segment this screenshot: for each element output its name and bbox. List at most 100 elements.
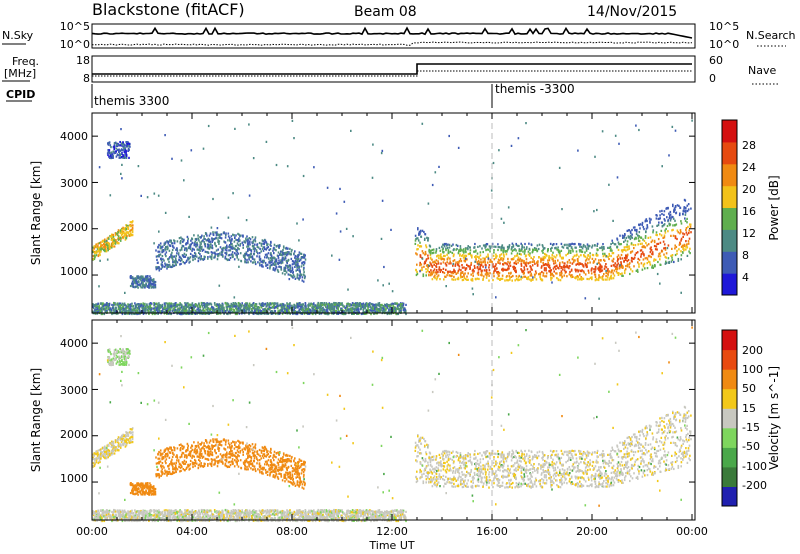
power-cell [246, 245, 248, 248]
power-cell [198, 303, 201, 307]
power-cell [135, 285, 137, 288]
power-cell [642, 238, 644, 241]
power-cell [668, 217, 671, 220]
power-cell [545, 269, 547, 272]
power-cell [516, 258, 519, 261]
power-cell [641, 242, 643, 245]
power-cell [132, 277, 135, 280]
power-cell [252, 302, 255, 305]
power-cell [267, 257, 270, 260]
power-cell [489, 272, 491, 275]
power-cell [256, 309, 259, 312]
power-cell [646, 262, 649, 265]
power-cell [141, 306, 143, 309]
power-cell [99, 246, 101, 249]
power-cell [287, 253, 289, 256]
power-cell [543, 267, 546, 270]
power-cell [332, 303, 334, 306]
power-cell [452, 272, 455, 275]
power-cell [219, 305, 222, 308]
power-cell [98, 252, 101, 255]
power-cell [112, 150, 115, 153]
power-cell [185, 306, 188, 309]
power-cell [240, 308, 242, 312]
power-cell [101, 312, 103, 316]
power-cell [206, 302, 208, 305]
power-cell [680, 245, 683, 248]
power-cell [237, 232, 239, 235]
power-cell [431, 252, 434, 255]
power-cell [177, 310, 180, 313]
power-cell [233, 258, 236, 261]
power-cell [248, 237, 251, 240]
power-cell [677, 231, 680, 234]
power-cell [480, 261, 483, 264]
power-cell [492, 279, 494, 282]
power-cell [197, 307, 199, 310]
power-cell [662, 236, 664, 239]
power-cell [356, 308, 358, 311]
power-cell [207, 251, 210, 254]
power-cell [222, 255, 224, 258]
power-cell [366, 304, 369, 307]
power-cell [421, 229, 424, 232]
power-cell [500, 253, 503, 256]
power-cell [499, 246, 501, 249]
power-cell [125, 151, 127, 154]
power-cell [679, 212, 681, 215]
power-cell [293, 303, 296, 307]
power-cell [597, 278, 600, 282]
power-cell [170, 242, 173, 245]
power-cell [227, 254, 230, 257]
power-cell [502, 246, 504, 249]
power-cell [316, 308, 318, 311]
power-cell [133, 308, 136, 312]
power-cell [236, 308, 239, 311]
power-cell [209, 309, 212, 312]
power-cell [204, 312, 207, 315]
power-cell [195, 238, 198, 241]
power-cell [140, 282, 143, 285]
power-cell [515, 275, 518, 278]
power-cell [588, 271, 590, 274]
power-cell [374, 303, 377, 306]
power-cell [159, 304, 162, 307]
power-cell [494, 268, 496, 271]
power-cell [204, 250, 207, 253]
power-cell [650, 249, 652, 252]
power-cell [415, 252, 417, 255]
power-cell [589, 276, 592, 279]
power-cell [465, 254, 468, 257]
power-cell [493, 249, 495, 252]
power-cell [201, 249, 204, 252]
power-cell [131, 231, 134, 234]
power-cell [228, 308, 231, 311]
power-cell [212, 251, 214, 254]
power-cell [540, 266, 543, 269]
power-cell [192, 309, 195, 312]
power-scatter [92, 119, 693, 316]
power-cell [107, 143, 110, 146]
power-cell [178, 258, 180, 261]
power-cell [447, 256, 450, 259]
power-cell [625, 236, 628, 239]
power-cell [164, 253, 167, 256]
power-cell [561, 261, 564, 264]
power-cell [438, 246, 441, 249]
power-cell [181, 313, 183, 316]
power-cell [122, 141, 124, 144]
power-cell [195, 245, 198, 248]
power-cell [124, 303, 126, 307]
power-cell [173, 242, 176, 245]
power-panel: Slant Range [km] 1000 2000 3000 4000 28 … [29, 112, 781, 316]
power-cell [104, 303, 106, 307]
power-cell [221, 254, 224, 257]
power-cell [169, 309, 172, 312]
power-cell [551, 258, 553, 261]
power-cell [632, 226, 635, 229]
power-cell [230, 302, 233, 305]
power-cell [196, 241, 198, 244]
power-cell [227, 235, 230, 238]
power-cell [266, 263, 269, 266]
power-cell [533, 260, 535, 264]
